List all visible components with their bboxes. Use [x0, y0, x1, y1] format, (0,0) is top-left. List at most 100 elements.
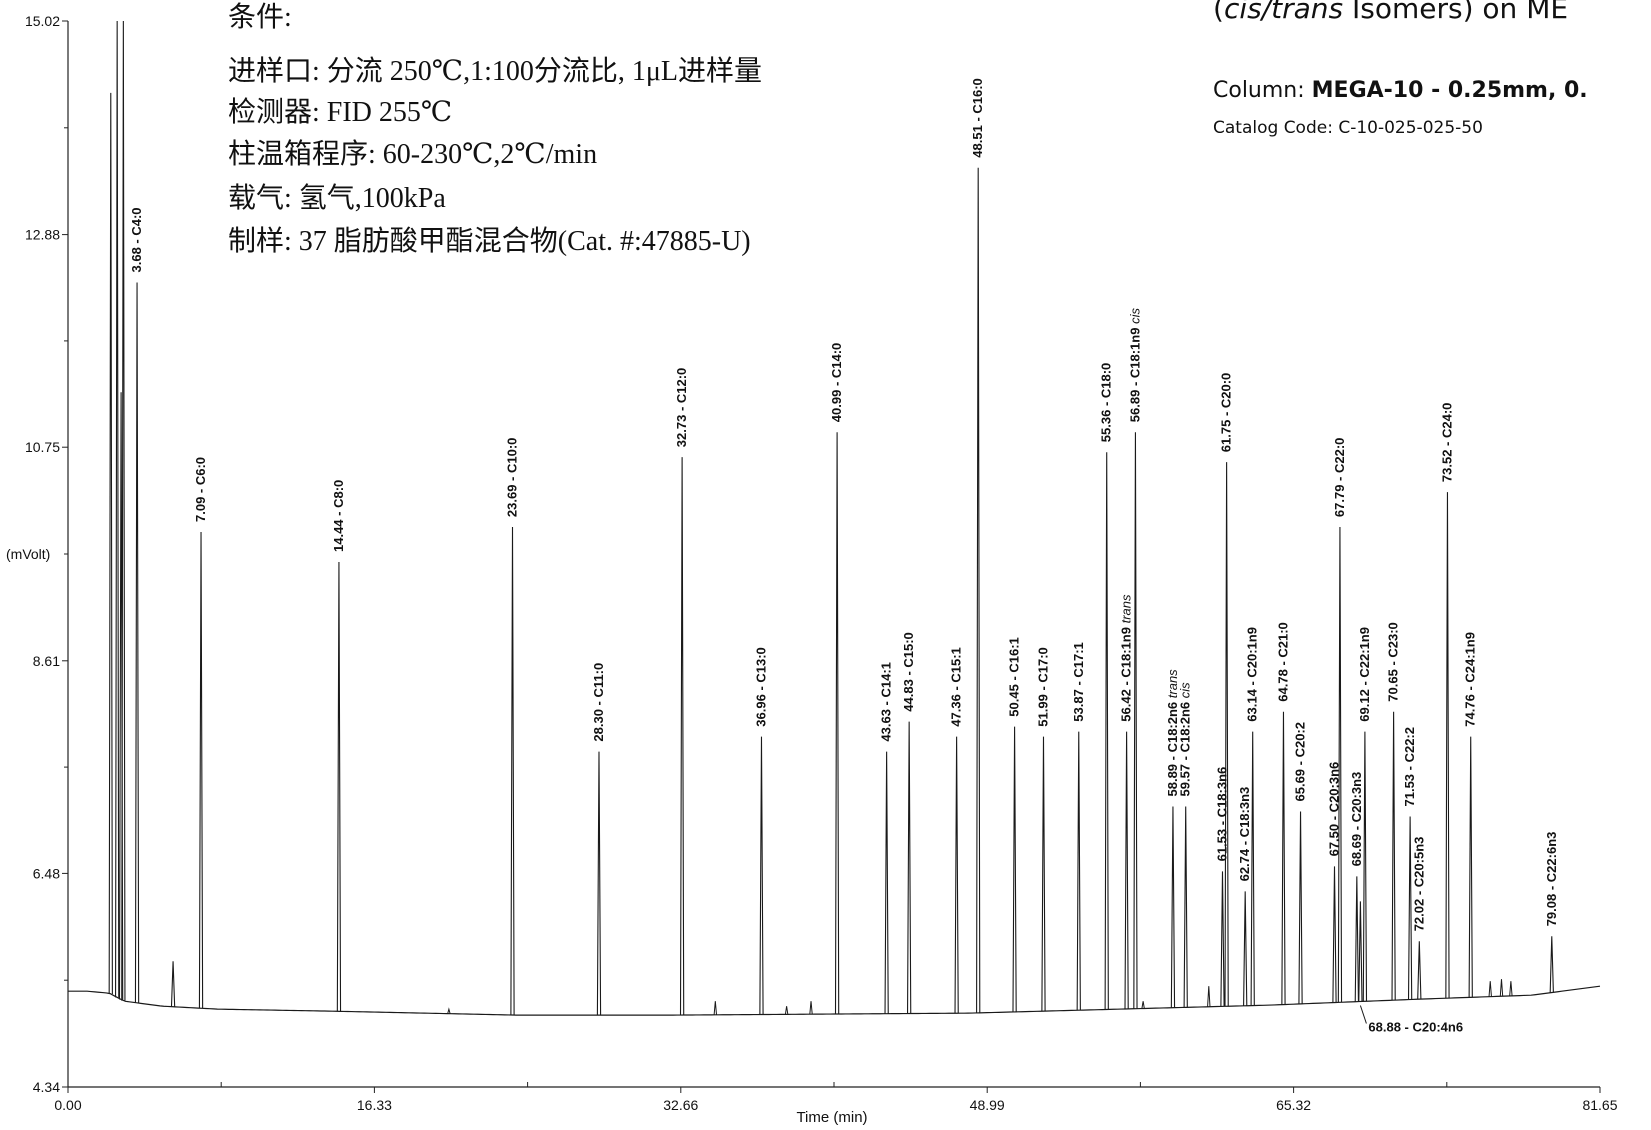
peak-label: 32.73 - C12:0 [674, 368, 689, 448]
trace-layer [68, 20, 1601, 1016]
peak-label: 72.02 - C20:5n3 [1411, 837, 1426, 932]
x-tick-label: 81.65 [1582, 1097, 1617, 1113]
peak-3 [121, 20, 126, 1001]
column-line: Column: MEGA-10 - 0.25mm, 0. [1213, 78, 1588, 103]
y-tick-label: 10.75 [25, 439, 60, 455]
peak-label: 74.76 - C24:1n9 [1463, 632, 1478, 727]
column-info-header: (cis/trans Isomers) on ME Column: MEGA-1… [1213, 0, 1588, 138]
peak-38 [1417, 941, 1422, 1000]
peak-12 [834, 432, 840, 1015]
peak-label: 71.53 - C22:2 [1402, 727, 1417, 807]
conditions-line-inlet: 进样口: 分流 250℃,1:100分流比, 1μL进样量 [228, 55, 762, 87]
peak-label: 3.68 - C4:0 [129, 207, 144, 272]
peak-label: 62.74 - C18:3n3 [1237, 787, 1252, 882]
peak-label: 36.96 - C13:0 [754, 647, 769, 727]
peak-label: 14.44 - C8:0 [331, 480, 346, 552]
minor-bump-7 [1499, 979, 1504, 997]
peak-25 [1220, 871, 1225, 1007]
peak-37 [1407, 816, 1413, 1000]
minor-bump-6 [1488, 981, 1492, 997]
chart-header-title: (cis/trans Isomers) on ME [1213, 0, 1568, 25]
peak-label: 64.78 - C21:0 [1276, 622, 1291, 702]
peak-15 [954, 736, 959, 1014]
peak-label: 7.09 - C6:0 [193, 457, 208, 522]
title-rest: Isomers) on ME [1343, 0, 1568, 25]
peak-27 [1243, 891, 1248, 1006]
peak-16 [976, 167, 981, 1013]
catalog-code: Catalog Code: C-10-025-025-50 [1213, 118, 1483, 138]
axes: 4.34 6.48 8.61 10.75 12.88 15.02 (mVolt) 0.00 16… [6, 13, 1618, 1126]
peak-21 [1124, 731, 1129, 1009]
peak-36 [1391, 711, 1396, 1001]
peak-label: 59.57 - C18:2n6 cis [1178, 682, 1193, 797]
peak-label: 44.83 - C15:0 [901, 632, 916, 712]
peak-29 [1281, 711, 1286, 1005]
peak-11 [759, 736, 764, 1015]
peak-30 [1298, 811, 1303, 1004]
peak-20 [1104, 452, 1109, 1010]
conditions-line-detector: 检测器: FID 255℃ [228, 96, 452, 128]
peak-7 [336, 561, 342, 1012]
peak-8 [510, 527, 515, 1016]
minor-bump-1 [713, 1001, 718, 1015]
peak-40 [1468, 736, 1473, 998]
peak-28 [1250, 731, 1255, 1006]
column-value: MEGA-10 - 0.25mm, 0. [1312, 78, 1588, 103]
column-label: Column: [1213, 78, 1312, 103]
x-axis-title: Time (min) [796, 1109, 867, 1126]
x-tick-label: 0.00 [54, 1097, 81, 1113]
peak-label: 51.99 - C17:0 [1036, 647, 1051, 727]
peak-label: 65.69 - C20:2 [1293, 722, 1308, 802]
minor-bump-3 [809, 1001, 813, 1015]
peak-4 [134, 282, 140, 1003]
peak-label: 61.75 - C20:0 [1219, 373, 1234, 453]
y-tick-label: 15.02 [25, 13, 60, 29]
y-tick-label: 6.48 [33, 865, 60, 881]
peak-label: 58.89 - C18:2n6 trans [1165, 669, 1180, 797]
peak-label: 47.36 - C15:1 [949, 647, 964, 727]
baseline-trace [68, 985, 1601, 1016]
peak-32 [1337, 527, 1343, 1003]
x-tick-label: 32.66 [663, 1097, 698, 1113]
peak-label: 40.99 - C14:0 [829, 343, 844, 423]
peak-41 [1549, 936, 1554, 993]
peak-24 [1183, 806, 1188, 1008]
peak-label: 23.69 - C10:0 [505, 438, 520, 518]
title-trans: trans [1271, 0, 1343, 25]
peak-label: 61.53 - C18:3n6 [1215, 767, 1230, 862]
peak-label: 70.65 - C23:0 [1386, 622, 1401, 702]
peak-label: 63.14 - C20:1n9 [1245, 627, 1260, 722]
minor-bump-5 [1207, 986, 1211, 1007]
peak-label: 68.88 - C20:4n6 [1368, 1020, 1463, 1035]
peak-1 [115, 20, 120, 998]
conditions-block: 条件: 进样口: 分流 250℃,1:100分流比, 1μL进样量 检测器: F… [228, 1, 762, 257]
peak-label: 67.79 - C22:0 [1332, 438, 1347, 518]
peak-label: 50.45 - C16:1 [1007, 637, 1022, 717]
peak-label: 55.36 - C18:0 [1099, 363, 1114, 443]
conditions-line-oven: 柱温箱程序: 60-230℃,2℃/min [228, 138, 597, 170]
peak-10 [679, 457, 685, 1016]
title-open-paren: ( [1213, 0, 1224, 25]
peak-label: 68.69 - C20:3n3 [1349, 772, 1364, 867]
y-tick-label: 8.61 [33, 653, 60, 669]
peak-14 [907, 721, 912, 1014]
conditions-line-sample: 制样: 37 脂肪酸甲酯混合物(Cat. #:47885-U) [228, 225, 751, 257]
peak-17 [1012, 726, 1017, 1012]
peak-39 [1445, 492, 1450, 999]
peak-19 [1076, 731, 1081, 1011]
conditions-heading: 条件: [228, 1, 292, 33]
peak-label: 73.52 - C24:0 [1440, 403, 1455, 483]
peak-5 [170, 961, 176, 1007]
conditions-line-carrier: 载气: 氢气,100kPa [228, 182, 446, 214]
peak-label: 53.87 - C17:1 [1071, 642, 1086, 722]
minor-bump-0 [447, 1007, 451, 1014]
peak-33 [1354, 876, 1359, 1002]
peak-label: 48.51 - C16:0 [970, 78, 985, 158]
peak-35 [1362, 731, 1368, 1002]
peak-0 [108, 92, 113, 994]
x-tick-label: 65.32 [1276, 1097, 1311, 1113]
peak-22 [1133, 432, 1138, 1009]
peak-34 [1358, 901, 1363, 1002]
peak-23 [1170, 806, 1176, 1008]
